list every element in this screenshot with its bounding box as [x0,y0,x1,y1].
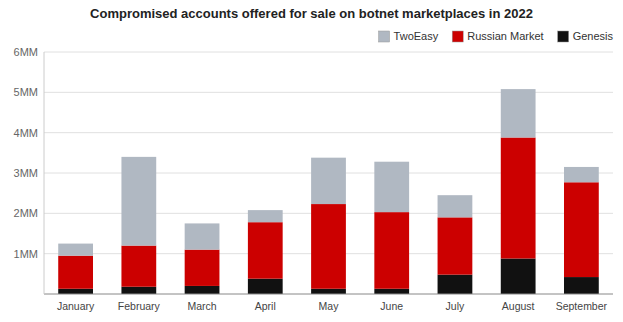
x-tick-label: April [255,300,276,312]
bar-segment [121,246,156,287]
bar-segment [185,250,220,286]
bar-segment [185,223,220,249]
x-tick-label: August [502,300,535,312]
title: Compromised accounts offered for sale on… [90,6,533,21]
x-tick-label: January [57,300,95,312]
y-tick-label: 2MM [14,207,38,219]
bar-segment [311,158,346,204]
legend-item: Genesis [558,30,614,42]
bar-segment [121,157,156,246]
legend-label: Genesis [573,30,614,42]
legend: TwoEasy Russian Market Genesis [379,30,614,42]
x-tick-label: May [319,300,340,312]
legend-swatch [379,31,390,42]
bar-segment [564,167,599,182]
y-axis-line [44,52,45,294]
x-tick-label: July [446,300,465,312]
bar-segment [248,210,283,222]
y-tick-label: 3MM [14,167,38,179]
bar-segment [501,259,536,294]
bar-segment [438,217,473,274]
y-tick-label: 1MM [14,248,38,260]
bar-segment [121,287,156,294]
y-tick-label: 4MM [14,127,38,139]
bars [58,89,599,294]
legend-swatch [558,31,569,42]
bar-segment [248,279,283,294]
bar-segment [248,222,283,278]
bar-segment [58,244,93,256]
legend-swatch [452,31,463,42]
legend-item: Russian Market [452,30,543,42]
bar-segment [374,162,409,212]
bar-segment [564,277,599,294]
x-tick-label: March [187,300,216,312]
y-tick-label: 6MM [14,46,38,58]
bar-segment [374,289,409,294]
grid-line [44,52,613,53]
legend-item: TwoEasy [379,30,439,42]
bar-segment [438,275,473,294]
bar-segment [374,212,409,289]
bar-segment [501,89,536,137]
x-tick-label: June [380,300,403,312]
chart: Compromised accounts offered for sale on… [0,0,623,322]
legend-label: Russian Market [467,30,543,42]
bar-segment [564,182,599,277]
bar-segment [58,256,93,289]
x-axis-line [44,294,613,295]
bar-segment [311,204,346,289]
x-tick-label: February [118,300,161,312]
bar-segment [438,195,473,217]
bar-segment [311,289,346,294]
x-tick-label: September [556,300,608,312]
bar-segment [501,138,536,259]
bar-segment [58,289,93,294]
legend-label: TwoEasy [394,30,439,42]
bar-segment [185,286,220,294]
y-tick-label: 5MM [14,86,38,98]
